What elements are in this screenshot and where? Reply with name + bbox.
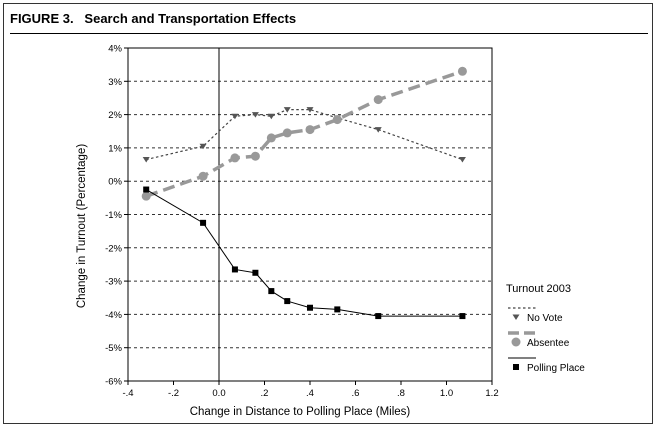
x-tick-label: 0.0 <box>212 388 225 399</box>
legend-label-no-vote: No Vote <box>527 313 563 324</box>
plot-area: 4% 3% 2% 1% 0% -1% -2% -3% -4% -5% -6%-.4 -.2 0.0 .2.… <box>105 44 499 400</box>
data-point-polling-place <box>459 313 466 320</box>
data-point-polling-place <box>252 269 259 276</box>
legend: Turnout 2003 No Vote Absentee Polling Plac… <box>506 283 585 374</box>
data-point-polling-place <box>284 298 291 305</box>
figure-frame <box>3 3 653 424</box>
x-tick-label: -.4 <box>122 388 133 399</box>
y-tick-label: 1% <box>108 143 122 154</box>
y-tick-label: -6% <box>105 377 122 388</box>
series-line-polling-place <box>145 189 463 317</box>
data-point-absentee <box>282 128 292 138</box>
data-point-absentee <box>305 125 315 135</box>
data-point-absentee <box>141 191 151 201</box>
series-line-absentee <box>145 69 463 198</box>
x-tick-label: .8 <box>397 388 405 399</box>
y-tick-label: -5% <box>105 343 122 354</box>
legend-marker-polling-place <box>513 364 519 370</box>
legend-marker-no-vote <box>512 314 520 320</box>
data-point-polling-place <box>143 186 150 193</box>
data-point-no-vote <box>283 107 291 113</box>
y-tick-label: 4% <box>108 44 122 55</box>
data-point-polling-place <box>200 219 207 226</box>
x-tick-label: .2 <box>261 388 269 399</box>
figure-title: FIGURE 3. Search and Transportation Effe… <box>10 11 296 26</box>
legend-label-polling-place: Polling Place <box>527 363 585 374</box>
x-tick-label: .4 <box>306 388 314 399</box>
data-point-polling-place <box>334 306 341 313</box>
y-tick-label: -1% <box>105 210 122 221</box>
data-point-absentee <box>230 153 240 163</box>
data-point-absentee <box>332 115 342 125</box>
x-tick-label: -.2 <box>168 388 179 399</box>
data-point-absentee <box>198 171 208 181</box>
data-point-no-vote <box>142 157 150 163</box>
figure-label: FIGURE 3. <box>10 11 74 26</box>
y-tick-label: 2% <box>108 110 122 121</box>
y-tick-label: -4% <box>105 310 122 321</box>
y-tick-label: -2% <box>105 243 122 254</box>
data-point-polling-place <box>375 313 382 320</box>
x-tick-label: 1.0 <box>440 388 453 399</box>
y-axis-label: Change in Turnout (Percentage) <box>76 144 88 308</box>
y-tick-label: 0% <box>108 177 122 188</box>
legend-title: Turnout 2003 <box>506 283 571 295</box>
data-point-polling-place <box>268 288 275 295</box>
data-point-absentee <box>457 66 467 76</box>
x-axis-label: Change in Distance to Polling Place (Mil… <box>190 406 411 418</box>
series-line-no-vote <box>146 109 463 161</box>
figure-title-text: Search and Transportation Effects <box>84 11 297 26</box>
x-tick-label: .6 <box>352 388 360 399</box>
data-point-no-vote <box>199 143 207 150</box>
y-tick-label: -3% <box>105 277 122 288</box>
data-point-polling-place <box>307 304 313 311</box>
data-point-no-vote <box>231 113 239 120</box>
data-point-absentee <box>373 95 383 105</box>
data-point-absentee <box>266 133 276 143</box>
x-tick-label: 1.2 <box>485 388 498 399</box>
data-point-no-vote <box>306 107 314 113</box>
legend-label-absentee: Absentee <box>527 338 570 349</box>
title-rule <box>10 33 648 34</box>
data-point-no-vote <box>458 157 466 163</box>
data-point-no-vote <box>251 112 259 118</box>
data-point-absentee <box>250 151 260 161</box>
data-point-no-vote <box>267 113 275 120</box>
data-point-polling-place <box>231 266 238 273</box>
legend-marker-absentee <box>511 337 521 347</box>
y-tick-label: 3% <box>108 77 122 88</box>
data-point-no-vote <box>374 127 382 133</box>
